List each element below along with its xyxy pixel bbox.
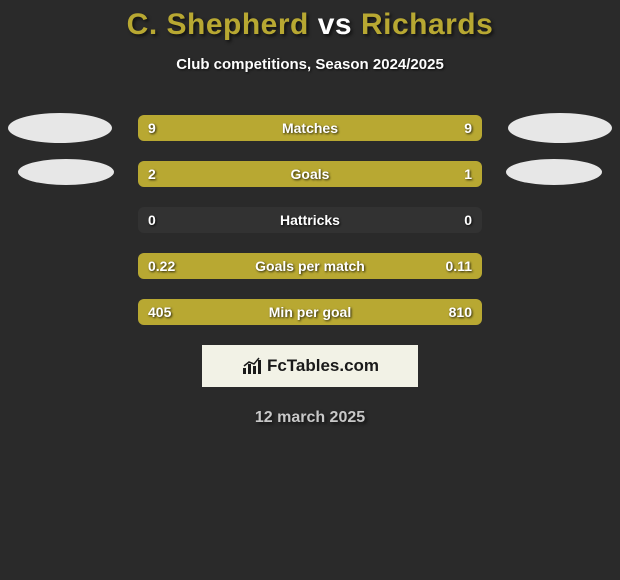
stat-label: Goals: [291, 161, 330, 187]
stat-label: Matches: [282, 115, 338, 141]
stat-value-left: 2: [148, 161, 156, 187]
stat-label: Min per goal: [269, 299, 351, 325]
stat-value-left: 0.22: [148, 253, 175, 279]
stat-value-right: 0: [464, 207, 472, 233]
stat-row: 0 0 Hattricks: [138, 207, 482, 233]
vs-text: vs: [318, 8, 352, 41]
subtitle: Club competitions, Season 2024/2025: [0, 56, 620, 73]
stat-row: 405 810 Min per goal: [138, 299, 482, 325]
stat-value-right: 810: [449, 299, 472, 325]
player1-avatar-top: [8, 113, 112, 143]
brand-chart-icon: [241, 356, 263, 376]
stat-value-right: 9: [464, 115, 472, 141]
stats-rows: 9 9 Matches 2 1 Goals 0 0 Hattricks 0.22 0.11 Goals…: [138, 115, 482, 325]
stat-value-right: 1: [464, 161, 472, 187]
stat-row: 2 1 Goals: [138, 161, 482, 187]
stat-label: Hattricks: [280, 207, 340, 233]
stat-value-left: 405: [148, 299, 171, 325]
stat-row: 0.22 0.11 Goals per match: [138, 253, 482, 279]
stat-value-left: 0: [148, 207, 156, 233]
stat-row: 9 9 Matches: [138, 115, 482, 141]
player2-name: Richards: [361, 8, 493, 41]
stat-value-left: 9: [148, 115, 156, 141]
player2-avatar-top: [508, 113, 612, 143]
bar-left: [138, 161, 368, 187]
stat-value-right: 0.11: [446, 253, 472, 279]
brand-box: FcTables.com: [202, 345, 418, 387]
player1-name: C. Shepherd: [127, 8, 309, 41]
title: C. Shepherd vs Richards: [0, 8, 620, 42]
brand-text: FcTables.com: [267, 356, 379, 376]
date: 12 march 2025: [0, 409, 620, 427]
comparison-widget: C. Shepherd vs Richards Club competition…: [0, 0, 620, 427]
player2-avatar-bottom: [506, 159, 602, 185]
stat-label: Goals per match: [255, 253, 365, 279]
player1-avatar-bottom: [18, 159, 114, 185]
